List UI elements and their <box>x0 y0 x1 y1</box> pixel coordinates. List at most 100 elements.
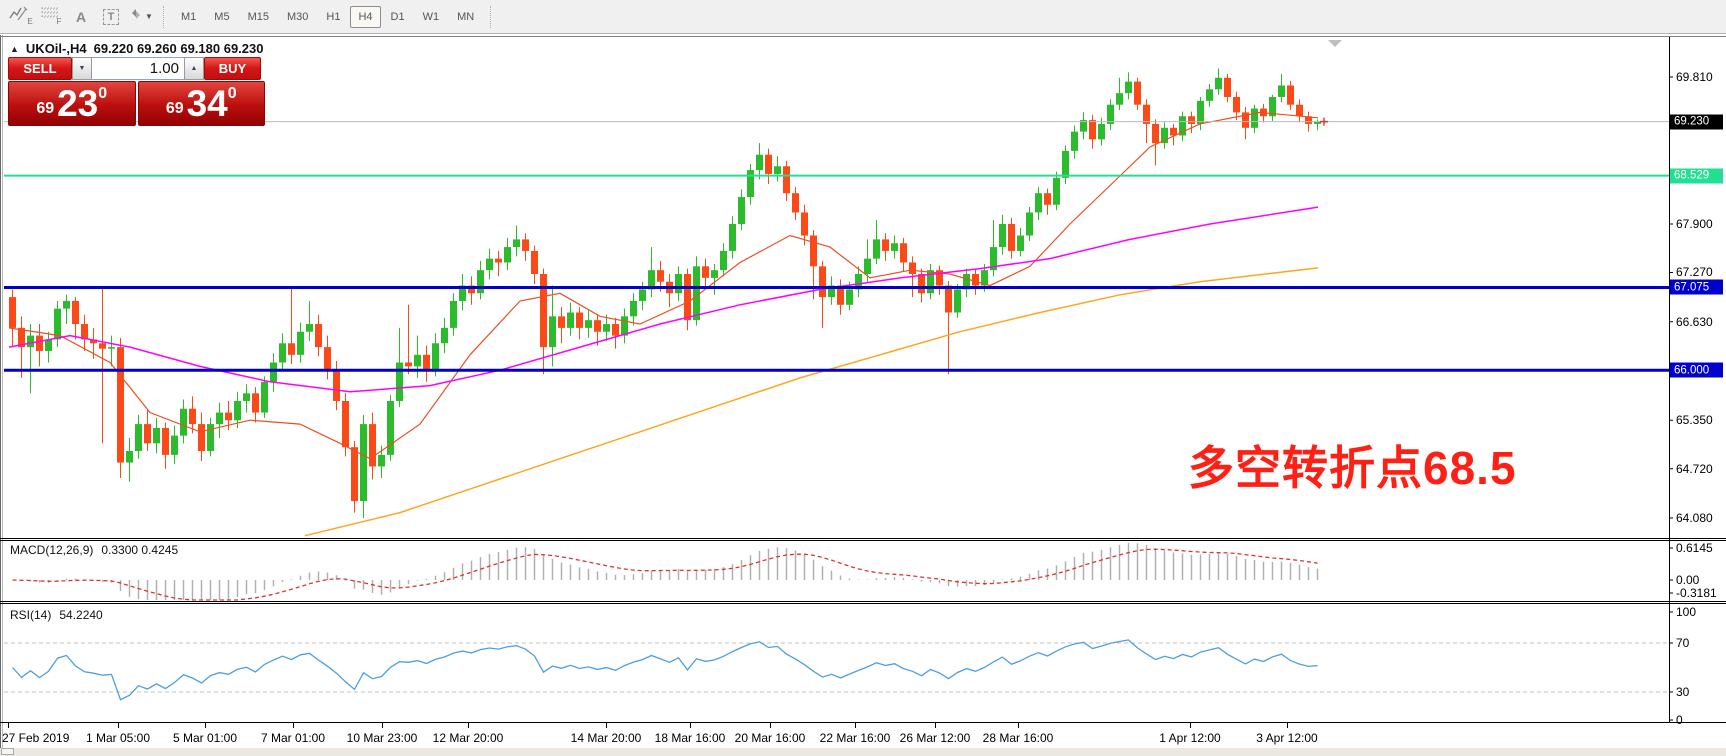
timeframe-button-h4[interactable]: H4 <box>350 5 381 28</box>
toolbar-separator <box>490 5 492 28</box>
macd-signal-line <box>12 548 1318 601</box>
hlines-layer <box>4 40 1669 372</box>
rsi-line <box>12 639 1318 701</box>
sell-price-prefix: 69 <box>36 100 55 117</box>
ohlc-values: 69.220 69.260 69.180 69.230 <box>93 41 264 56</box>
price-tick-label: 67.900 <box>1676 216 1713 231</box>
sell-price-pip: 0 <box>98 85 108 102</box>
macd-tick-label: 0.00 <box>1676 573 1700 587</box>
price-badge: 66.000 <box>1670 362 1723 378</box>
price-tick-label: 66.630 <box>1676 314 1713 329</box>
window-frame-edge <box>2 35 3 756</box>
bottom-scrollbar-track <box>0 748 1726 756</box>
time-tick-label: 22 Mar 16:00 <box>819 731 891 745</box>
rsi-label: RSI(14) 54.2240 <box>10 608 103 622</box>
time-tick-label: 3 Apr 12:00 <box>1256 731 1318 745</box>
price-tick-label: 65.350 <box>1676 413 1713 428</box>
price-marker-icon <box>1320 117 1328 126</box>
timeframe-button-d1[interactable]: D1 <box>390 10 405 23</box>
window-frame-edge <box>0 35 1 756</box>
ma-line-fast <box>8 111 1319 460</box>
rsi-tick-label: 0 <box>1676 713 1683 727</box>
symbol-name: UKOil-,H4 <box>25 41 87 56</box>
textbox-icon: T <box>102 8 120 25</box>
time-tick-label: 27 Feb 2019 <box>2 731 70 745</box>
buy-price-box[interactable]: 69 34 0 <box>137 81 265 126</box>
text-label-button[interactable]: A <box>67 3 95 31</box>
moving-averages-layer <box>8 111 1319 537</box>
time-tick-label: 7 Mar 01:00 <box>260 731 326 745</box>
buy-button[interactable]: BUY <box>204 57 261 80</box>
price-badge: 69.230 <box>1670 114 1723 130</box>
time-tick-label: 12 Mar 20:00 <box>432 731 504 745</box>
frame-layer <box>0 36 1726 728</box>
time-tick-label: 1 Apr 12:00 <box>1159 731 1221 745</box>
macd-name: MACD(12,26,9) <box>10 543 94 557</box>
timeframe-button-m1[interactable]: M1 <box>181 10 197 23</box>
time-tick-label: 14 Mar 20:00 <box>570 731 642 745</box>
timeframe-button-m30[interactable]: M30 <box>286 10 309 23</box>
sell-price-main: 23 <box>57 83 99 124</box>
rsi-name: RSI(14) <box>10 608 52 622</box>
arrange-button[interactable]: ▼ <box>127 3 155 31</box>
timeframe-button-m15[interactable]: M15 <box>247 10 269 23</box>
volume-down-button[interactable]: ▼ <box>72 57 92 80</box>
chart-annotation: 多空转折点68.5 <box>1188 442 1517 494</box>
timeframe-button-m5[interactable]: M5 <box>214 10 230 23</box>
rsi-tick-label: 100 <box>1676 605 1697 619</box>
timeframe-button-mn[interactable]: MN <box>457 10 475 23</box>
rsi-layer <box>4 639 1669 701</box>
grid-icon-sub: F <box>56 17 62 26</box>
toolbar-separator <box>163 5 165 28</box>
price-badge: 68.529 <box>1670 168 1723 184</box>
buy-price-main: 34 <box>186 83 228 124</box>
arrange-icon <box>129 7 143 26</box>
trade-panel: SELL ▼ ▲ BUY 69 23 0 69 34 0 <box>8 57 265 126</box>
macd-layer <box>12 542 1319 601</box>
symbol-header: ▲ UKOil-,H4 69.220 69.260 69.180 69.230 <box>10 41 263 56</box>
bottom-scrollbar-button[interactable] <box>1 748 14 755</box>
macd-tick-label: -0.3181 <box>1676 586 1717 600</box>
rsi-tick-label: 30 <box>1676 685 1690 699</box>
rsi-value: 54.2240 <box>59 608 103 622</box>
timeframe-button-w1[interactable]: W1 <box>422 10 440 23</box>
price-tick-label: 64.080 <box>1676 510 1713 525</box>
buy-price-pip: 0 <box>227 85 237 102</box>
indicators-button[interactable]: E <box>7 3 35 31</box>
time-tick-label: 20 Mar 16:00 <box>734 731 806 745</box>
macd-values: 0.3300 0.4245 <box>101 543 179 557</box>
time-tick-label: 5 Mar 01:00 <box>172 731 238 745</box>
grid-icon <box>41 6 59 27</box>
price-tick-label: 67.270 <box>1676 265 1713 280</box>
volume-input[interactable] <box>92 57 184 80</box>
buy-price-prefix: 69 <box>165 100 184 117</box>
sell-price-box[interactable]: 69 23 0 <box>8 81 136 126</box>
time-tick-label: 18 Mar 16:00 <box>654 731 726 745</box>
time-tick-label: 26 Mar 12:00 <box>899 731 971 745</box>
timeframe-button-h1[interactable]: H1 <box>326 10 341 23</box>
rsi-tick-label: 70 <box>1676 636 1690 650</box>
toolbar: E F A T <box>0 0 1726 34</box>
time-tick-label: 1 Mar 05:00 <box>85 731 151 745</box>
time-tick-label: 10 Mar 23:00 <box>346 731 418 745</box>
sell-button[interactable]: SELL <box>8 57 72 80</box>
text-label-icon: A <box>75 8 87 25</box>
ma-line-mid <box>8 206 1319 393</box>
macd-label: MACD(12,26,9) 0.3300 0.4245 <box>10 543 178 557</box>
indicators-icon <box>9 5 29 28</box>
price-tick-label: 64.720 <box>1676 461 1713 476</box>
time-tick-label: 28 Mar 16:00 <box>982 731 1054 745</box>
volume-up-button[interactable]: ▲ <box>184 57 204 80</box>
ma-line-slow <box>304 267 1319 537</box>
grid-button[interactable]: F <box>37 3 65 31</box>
price-badge: 67.075 <box>1670 279 1723 295</box>
chart-shift-marker-icon <box>1328 40 1342 47</box>
candles-layer <box>9 68 1321 518</box>
indicators-icon-sub: E <box>27 17 33 26</box>
collapse-arrow-icon[interactable]: ▲ <box>10 43 19 54</box>
timeframe-group: M1 M5 M15 M30 H1 H4 D1 W1 MN <box>172 5 483 28</box>
textbox-button[interactable]: T <box>97 3 125 31</box>
arrange-caret-icon: ▼ <box>145 12 153 21</box>
